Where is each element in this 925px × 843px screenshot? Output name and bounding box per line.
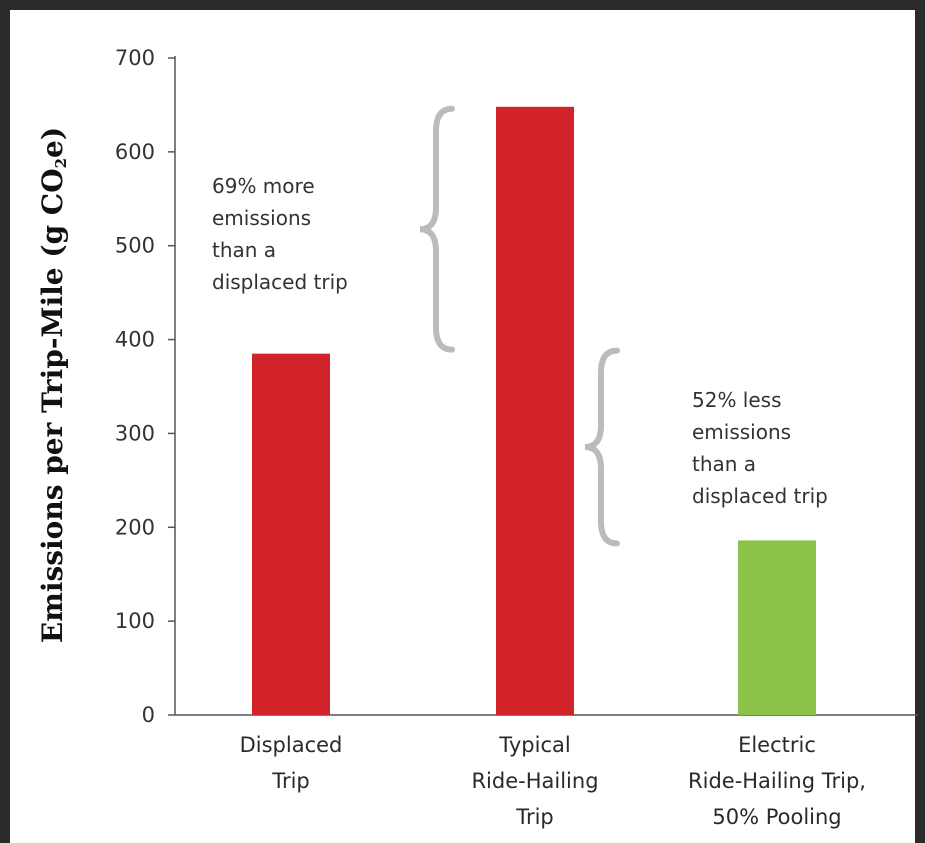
y-tick-label: 300 [115, 421, 155, 445]
annotation-less-emissions: displaced trip [692, 484, 828, 508]
annotation-more-emissions: displaced trip [212, 270, 348, 294]
x-tick-label: Ride-Hailing [471, 769, 598, 793]
annotation-more-emissions: 69% more [212, 174, 315, 198]
annotation-less-emissions: emissions [692, 420, 791, 444]
x-tick-label: Trip [271, 769, 310, 793]
x-tick-label: Ride-Hailing Trip, [688, 769, 866, 793]
y-tick-label: 500 [115, 234, 155, 258]
y-tick-label: 600 [115, 140, 155, 164]
x-tick-label: Trip [515, 805, 554, 829]
y-tick-label: 400 [115, 328, 155, 352]
bar-3 [738, 540, 816, 715]
annotation-less-emissions: 52% less [692, 388, 782, 412]
y-tick-label: 0 [142, 703, 155, 727]
bar-2 [496, 106, 574, 715]
annotation-more-emissions: emissions [212, 206, 311, 230]
y-tick-label: 700 [115, 46, 155, 70]
y-tick-label: 200 [115, 515, 155, 539]
brace-left [419, 105, 455, 353]
x-tick-label: Typical [498, 733, 570, 757]
y-tick-label: 100 [115, 609, 155, 633]
x-tick-label: Displaced [240, 733, 343, 757]
annotation-less-emissions: than a [692, 452, 756, 476]
bar-1 [252, 353, 330, 715]
annotation-more-emissions: than a [212, 238, 276, 262]
brace-right [584, 347, 620, 547]
x-tick-label: Electric [738, 733, 816, 757]
x-tick-label: 50% Pooling [712, 805, 841, 829]
